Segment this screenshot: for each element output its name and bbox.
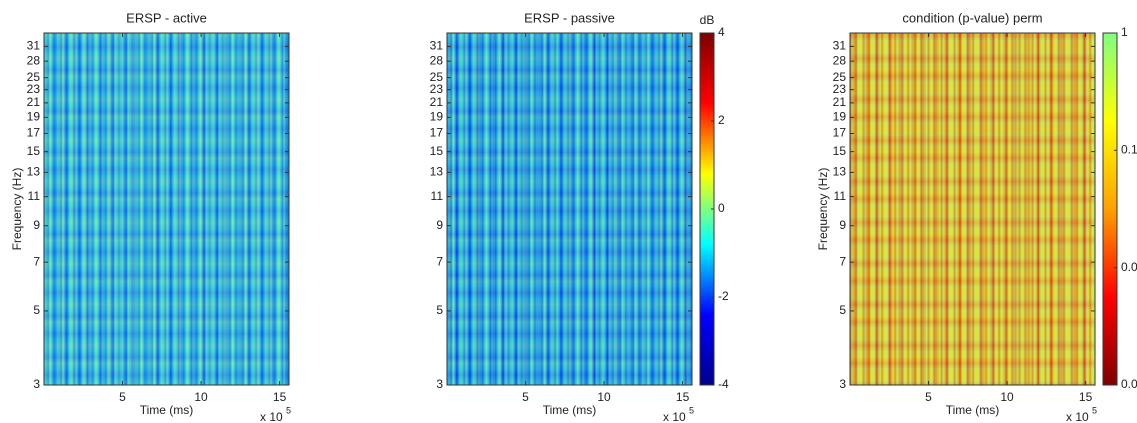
y-tick-label: 3 xyxy=(436,377,443,391)
y-tick-label: 28 xyxy=(430,53,444,67)
colorbar-tick-label: 0.1 xyxy=(1121,143,1137,157)
colorbar-tick-label: -2 xyxy=(718,289,729,303)
x-tick-label: 5 xyxy=(522,390,529,404)
x-exponent: 5 xyxy=(1092,405,1097,415)
x-exponent: 5 xyxy=(689,405,694,415)
y-tick-label: 3 xyxy=(839,377,846,391)
axes-frame xyxy=(43,32,290,386)
y-tick-label: 31 xyxy=(833,39,847,53)
y-tick-label: 3 xyxy=(33,377,40,391)
y-tick-label: 13 xyxy=(27,165,41,179)
y-tick-label: 9 xyxy=(839,218,846,232)
y-tick-label: 9 xyxy=(33,218,40,232)
y-tick-label: 11 xyxy=(28,189,41,203)
y-tick-label: 13 xyxy=(833,165,847,179)
x-tick-label: 15 xyxy=(676,390,690,404)
chart-title: condition (p-value) perm xyxy=(902,10,1042,25)
x-tick-label: 10 xyxy=(194,390,208,404)
y-axis-label: Frequency (Hz) xyxy=(816,168,830,251)
axes-frame xyxy=(849,32,1096,386)
x-multiplier: x 10 xyxy=(663,410,686,423)
y-tick-label: 17 xyxy=(430,126,444,140)
y-tick-label: 19 xyxy=(430,110,444,124)
y-tick-label: 21 xyxy=(833,95,847,109)
heatmap-layer xyxy=(447,33,692,385)
y-tick-label: 23 xyxy=(430,82,444,96)
y-tick-label: 5 xyxy=(33,303,40,317)
x-tick-label: 5 xyxy=(119,390,126,404)
y-tick-label: 19 xyxy=(27,110,41,124)
colorbar-tick-label: -4 xyxy=(718,377,729,391)
y-tick-label: 5 xyxy=(436,303,443,317)
x-tick-label: 10 xyxy=(1000,390,1014,404)
colorbar-label: dB xyxy=(700,13,715,27)
x-tick-label: 15 xyxy=(273,390,287,404)
y-tick-label: 15 xyxy=(833,144,847,158)
y-tick-label: 28 xyxy=(27,53,41,67)
colorbar xyxy=(1102,32,1118,386)
x-axis-label: Time (ms) xyxy=(946,403,1000,417)
y-tick-label: 25 xyxy=(833,70,847,84)
y-tick-label: 15 xyxy=(27,144,41,158)
colorbar-tick-label: 4 xyxy=(718,25,725,39)
y-tick-label: 25 xyxy=(27,70,41,84)
y-tick-label: 15 xyxy=(430,144,444,158)
y-tick-label: 23 xyxy=(833,82,847,96)
y-tick-label: 17 xyxy=(27,126,41,140)
axes-frame xyxy=(446,32,693,386)
y-tick-label: 7 xyxy=(839,254,846,268)
y-tick-label: 31 xyxy=(430,39,444,53)
x-exponent: 5 xyxy=(286,405,291,415)
heatmap-layer xyxy=(850,33,1095,385)
x-axis-label: Time (ms) xyxy=(543,403,597,417)
colorbar-tick-label: 0 xyxy=(718,201,725,215)
y-tick-label: 23 xyxy=(27,82,41,96)
y-tick-label: 7 xyxy=(436,254,443,268)
heatmap-layer xyxy=(44,33,289,385)
colorbar-tick-label: 1 xyxy=(1121,25,1128,39)
colorbar-tick-label: 0.001 xyxy=(1121,377,1137,391)
chart-title: ERSP - active xyxy=(126,10,207,25)
y-tick-label: 9 xyxy=(436,218,443,232)
y-tick-label: 25 xyxy=(430,70,444,84)
x-tick-label: 10 xyxy=(597,390,611,404)
y-tick-label: 31 xyxy=(27,39,41,53)
x-tick-label: 5 xyxy=(925,390,932,404)
x-axis-label: Time (ms) xyxy=(140,403,194,417)
y-tick-label: 21 xyxy=(27,95,41,109)
colorbar-tick-label: 2 xyxy=(718,113,725,127)
x-multiplier: x 10 xyxy=(1066,410,1089,423)
y-tick-label: 11 xyxy=(834,189,847,203)
y-tick-label: 13 xyxy=(430,165,444,179)
y-tick-label: 28 xyxy=(833,53,847,67)
y-tick-label: 17 xyxy=(833,126,847,140)
y-tick-label: 21 xyxy=(430,95,444,109)
chart-title: ERSP - passive xyxy=(524,10,615,25)
colorbar-tick-label: 0.01 xyxy=(1121,260,1137,274)
y-tick-label: 7 xyxy=(33,254,40,268)
y-tick-label: 5 xyxy=(839,303,846,317)
x-multiplier: x 10 xyxy=(260,410,283,423)
y-tick-label: 11 xyxy=(431,189,444,203)
y-axis-label: Frequency (Hz) xyxy=(10,168,24,251)
x-tick-label: 15 xyxy=(1079,390,1093,404)
y-tick-label: 19 xyxy=(833,110,847,124)
